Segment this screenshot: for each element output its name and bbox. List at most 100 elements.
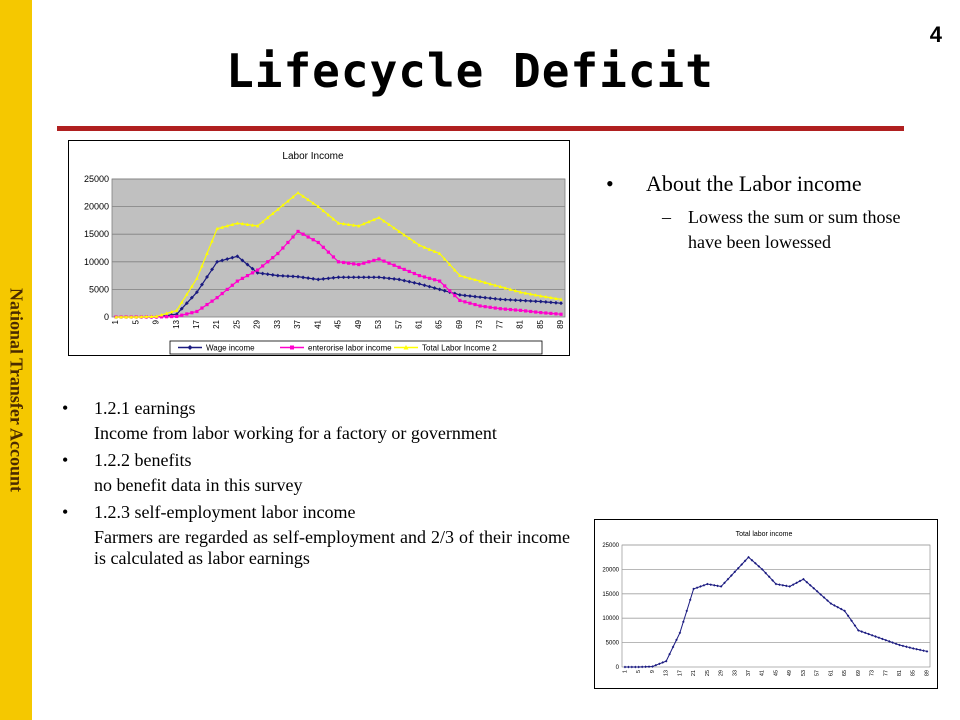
data-point <box>154 314 159 318</box>
data-point <box>200 264 204 268</box>
data-point <box>538 299 543 304</box>
slide-title: Lifecycle Deficit <box>226 44 714 98</box>
data-point <box>357 262 361 267</box>
data-point <box>805 580 809 584</box>
data-point <box>407 236 412 240</box>
data-point <box>654 663 658 667</box>
data-point <box>473 294 477 299</box>
y-tick-label: 10000 <box>602 616 619 622</box>
data-point <box>633 665 637 669</box>
x-tick-label: 21 <box>212 319 221 328</box>
data-point <box>351 223 356 227</box>
x-tick-label: 9 <box>650 670 656 673</box>
data-point <box>544 311 548 315</box>
data-point <box>255 268 260 272</box>
data-point <box>235 279 239 283</box>
data-point <box>341 260 346 265</box>
data-point <box>392 226 396 230</box>
x-tick-label: 5 <box>131 319 140 324</box>
data-point <box>179 306 184 311</box>
data-point <box>498 297 503 302</box>
data-point <box>402 267 406 271</box>
data-point <box>533 293 538 297</box>
data-point <box>539 294 543 298</box>
data-point <box>822 596 826 599</box>
data-point <box>366 275 371 280</box>
data-point <box>195 309 199 314</box>
data-point <box>417 243 422 247</box>
data-point <box>488 281 492 286</box>
x-tick-label: 33 <box>273 319 282 328</box>
data-point <box>493 283 498 287</box>
data-point <box>265 272 270 277</box>
data-point <box>894 642 898 646</box>
data-point <box>220 291 224 296</box>
gridlines <box>112 178 565 290</box>
data-point <box>341 275 346 280</box>
legend-label: Total Labor Income 2 <box>422 344 497 353</box>
data-point <box>311 238 315 242</box>
data-point <box>503 307 507 311</box>
data-point <box>245 262 250 267</box>
data-point <box>463 300 467 304</box>
data-point <box>301 194 305 198</box>
x-tick-label: 89 <box>556 319 565 328</box>
data-point <box>559 312 563 316</box>
data-point <box>483 280 487 284</box>
data-point <box>463 293 467 298</box>
x-tick-label: 9 <box>152 319 161 324</box>
y-tick-label: 0 <box>616 665 620 671</box>
data-point <box>392 276 397 281</box>
data-point <box>240 276 245 280</box>
y-tick-label: 15000 <box>84 229 109 239</box>
data-point <box>417 281 422 286</box>
data-point <box>867 632 870 636</box>
data-point <box>498 284 503 289</box>
data-point <box>230 222 235 226</box>
x-tick-label: 45 <box>334 319 343 328</box>
data-point <box>442 257 447 261</box>
data-point <box>347 261 351 265</box>
data-point <box>812 586 816 590</box>
data-point <box>276 251 280 256</box>
data-point <box>513 298 518 303</box>
data-point <box>559 301 563 306</box>
data-point <box>901 644 905 648</box>
data-point <box>442 288 447 293</box>
data-point <box>356 275 361 280</box>
data-point <box>271 256 275 260</box>
x-tick-label: 73 <box>475 319 484 328</box>
data-point <box>863 631 867 635</box>
legend: Wage income enterorise labor income Total … <box>178 344 497 353</box>
data-point <box>230 255 235 260</box>
data-point <box>220 258 225 263</box>
y-axis-ticks: 0 5000 10000 15000 20000 25000 <box>84 174 109 322</box>
x-tick-label: 85 <box>536 319 545 328</box>
x-tick-label: 61 <box>415 319 424 328</box>
data-point <box>657 662 661 666</box>
data-point <box>523 298 528 303</box>
data-point <box>316 204 321 209</box>
data-point <box>458 298 462 303</box>
small-y-axis-ticks: 0 5000 10000 15000 20000 25000 <box>602 543 619 671</box>
x-tick-label: 45 <box>773 670 779 676</box>
data-point <box>276 207 280 211</box>
data-point <box>144 314 149 319</box>
data-point <box>918 648 922 652</box>
data-point <box>215 296 219 300</box>
data-point <box>372 258 376 263</box>
data-point <box>528 299 533 303</box>
data-point <box>301 232 305 236</box>
data-point <box>134 315 138 319</box>
data-point <box>747 555 750 559</box>
data-point <box>915 647 919 651</box>
data-point <box>326 276 331 281</box>
data-point <box>478 279 482 283</box>
data-point <box>119 315 123 319</box>
bullet-self-employment-head: 1.2.3 self-employment labor income <box>94 502 356 522</box>
data-point <box>925 650 929 653</box>
data-point <box>296 274 300 279</box>
data-point <box>518 298 523 303</box>
data-point <box>321 245 325 249</box>
data-point <box>240 221 245 226</box>
